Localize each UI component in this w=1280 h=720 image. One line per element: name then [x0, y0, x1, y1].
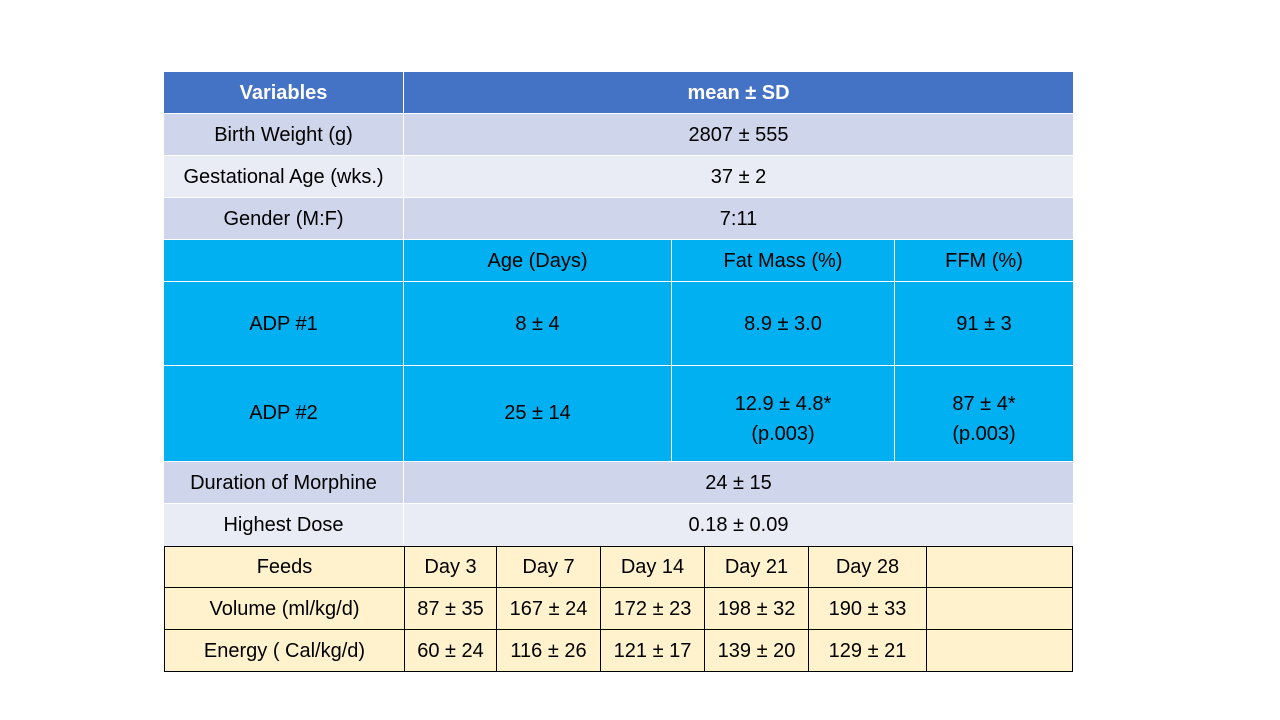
row-value: 24 ± 15	[705, 471, 772, 494]
header-variables: Variables	[164, 72, 404, 113]
feeds-cell: 198 ± 32	[705, 588, 809, 629]
adp-ffm-pvalue: (p.003)	[952, 422, 1016, 445]
header-mean-sd: mean ± SD	[687, 81, 790, 104]
feeds-cell: 116 ± 26	[497, 630, 601, 671]
row-label: Duration of Morphine	[164, 462, 404, 503]
row-value: 2807 ± 555	[688, 123, 789, 146]
adp-fat-mass-value: 12.9 ± 4.8*	[734, 392, 832, 415]
table-row-adp-2: ADP #2 25 ± 14 12.9 ± 4.8* (p.003) 87 ± …	[164, 366, 1073, 462]
feeds-cell	[927, 630, 1073, 671]
feeds-cell: 121 ± 17	[601, 630, 705, 671]
table-row-birth-weight: Birth Weight (g) 2807 ± 555	[164, 114, 1073, 156]
feeds-header-cell: Day 28	[809, 547, 927, 587]
adp-fat-mass-value: 8.9 ± 3.0	[672, 282, 895, 365]
adp-ffm-value: 91 ± 3	[956, 312, 1012, 335]
table-row-feeds-volume: Volume (ml/kg/d) 87 ± 35 167 ± 24 172 ± …	[164, 588, 1073, 630]
row-label: Gender (M:F)	[164, 198, 404, 239]
row-label: Birth Weight (g)	[164, 114, 404, 155]
adp-age-value: 8 ± 4	[404, 282, 672, 365]
row-label: Gestational Age (wks.)	[164, 156, 404, 197]
row-label: ADP #2	[164, 366, 404, 461]
adp-age-value: 25 ± 14	[404, 366, 672, 461]
feeds-cell: 172 ± 23	[601, 588, 705, 629]
feeds-header-cell: Day 14	[601, 547, 705, 587]
adp-header-ffm: FFM (%)	[945, 249, 1023, 272]
adp-header-row: Age (Days) Fat Mass (%) FFM (%)	[164, 240, 1073, 282]
adp-fat-mass-cell: 12.9 ± 4.8* (p.003)	[672, 366, 895, 461]
adp-header-blank	[164, 240, 404, 281]
feeds-cell: 129 ± 21	[809, 630, 927, 671]
feeds-header-cell: Day 3	[405, 547, 497, 587]
feeds-header-cell: Day 7	[497, 547, 601, 587]
feeds-cell	[927, 588, 1073, 629]
feeds-header-cell: Day 21	[705, 547, 809, 587]
feeds-cell: 190 ± 33	[809, 588, 927, 629]
table-row-gender: Gender (M:F) 7:11	[164, 198, 1073, 240]
adp-header-age: Age (Days)	[404, 240, 672, 281]
feeds-cell: Energy ( Cal/kg/d)	[164, 630, 405, 671]
row-value: 0.18 ± 0.09	[688, 514, 789, 536]
adp-fat-mass-pvalue: (p.003)	[751, 422, 815, 445]
table-row-adp-1: ADP #1 8 ± 4 8.9 ± 3.0 91 ± 3	[164, 282, 1073, 366]
row-value: 7:11	[719, 207, 758, 230]
adp-header-fat-mass: Fat Mass (%)	[672, 240, 895, 281]
table-header-row: Variables mean ± SD	[164, 72, 1073, 114]
feeds-cell: 167 ± 24	[497, 588, 601, 629]
table-row-morphine-duration: Duration of Morphine 24 ± 15	[164, 462, 1073, 504]
table-row-highest-dose: Highest Dose 0.18 ± 0.09	[164, 504, 1073, 546]
data-table: Variables mean ± SD Birth Weight (g) 280…	[164, 72, 1073, 672]
table-row-feeds-energy: Energy ( Cal/kg/d) 60 ± 24 116 ± 26 121 …	[164, 630, 1073, 672]
feeds-cell: 139 ± 20	[705, 630, 809, 671]
feeds-header-cell: Feeds	[164, 547, 405, 587]
feeds-cell: 87 ± 35	[405, 588, 497, 629]
row-label: Highest Dose	[164, 504, 404, 546]
feeds-header-row: Feeds Day 3 Day 7 Day 14 Day 21 Day 28	[164, 546, 1073, 588]
feeds-cell: 60 ± 24	[405, 630, 497, 671]
feeds-header-cell	[927, 547, 1073, 587]
row-value: 37 ± 2	[710, 165, 767, 188]
table-row-gestational-age: Gestational Age (wks.) 37 ± 2	[164, 156, 1073, 198]
adp-ffm-value: 87 ± 4*	[952, 392, 1016, 415]
row-label: ADP #1	[164, 282, 404, 365]
feeds-cell: Volume (ml/kg/d)	[164, 588, 405, 629]
adp-ffm-cell: 87 ± 4* (p.003)	[895, 366, 1073, 461]
